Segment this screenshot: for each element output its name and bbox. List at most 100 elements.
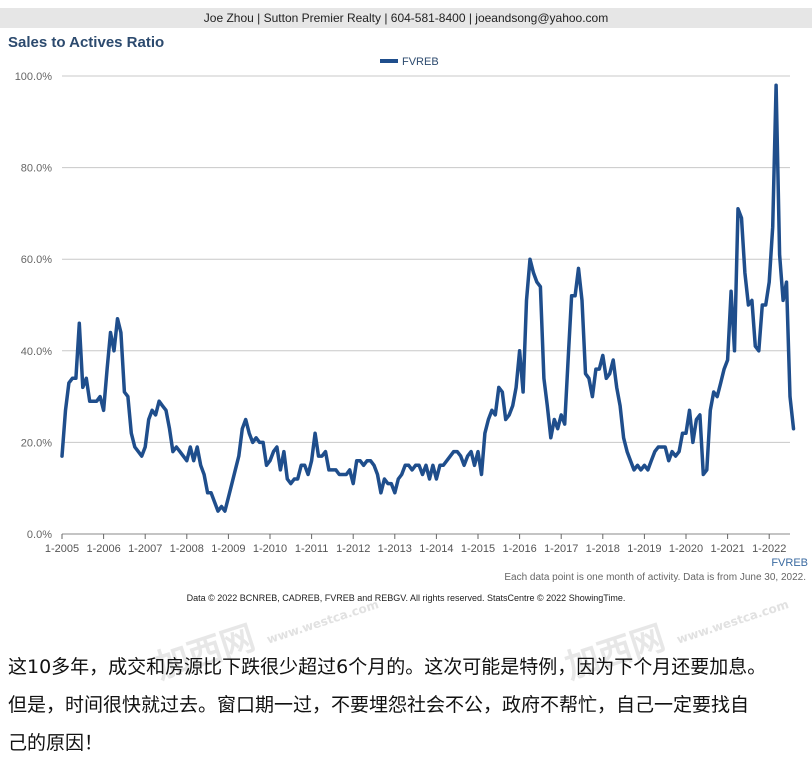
data-point bbox=[81, 386, 84, 389]
data-point bbox=[449, 455, 452, 458]
data-point bbox=[532, 271, 535, 274]
data-point bbox=[782, 299, 785, 302]
data-point bbox=[594, 368, 597, 371]
data-point bbox=[671, 450, 674, 453]
data-point bbox=[657, 446, 660, 449]
data-point bbox=[556, 427, 559, 430]
data-point bbox=[217, 510, 220, 513]
data-point bbox=[695, 418, 698, 421]
data-point bbox=[279, 468, 282, 471]
x-tick-label: 1-2014 bbox=[419, 543, 453, 555]
data-point bbox=[754, 345, 757, 348]
data-point bbox=[463, 464, 466, 467]
data-point bbox=[466, 455, 469, 458]
data-point bbox=[123, 391, 126, 394]
data-point bbox=[473, 464, 476, 467]
data-point bbox=[192, 459, 195, 462]
data-point bbox=[626, 450, 629, 453]
data-point bbox=[525, 299, 528, 302]
x-tick-label: 1-2007 bbox=[128, 543, 162, 555]
data-point bbox=[702, 473, 705, 476]
data-point bbox=[678, 450, 681, 453]
data-point bbox=[737, 207, 740, 210]
data-point bbox=[418, 464, 421, 467]
data-point bbox=[234, 468, 237, 471]
data-point bbox=[324, 450, 327, 453]
data-point bbox=[771, 226, 774, 229]
data-point bbox=[490, 409, 493, 412]
data-point bbox=[210, 491, 213, 494]
data-point bbox=[345, 473, 348, 476]
data-point bbox=[445, 459, 448, 462]
data-point bbox=[327, 468, 330, 471]
data-point bbox=[185, 459, 188, 462]
data-point bbox=[272, 450, 275, 453]
data-point bbox=[740, 217, 743, 220]
data-point bbox=[237, 455, 240, 458]
data-point bbox=[456, 450, 459, 453]
data-point bbox=[67, 381, 70, 384]
data-point bbox=[563, 423, 566, 426]
x-tick-label: 1-2020 bbox=[669, 543, 703, 555]
data-point bbox=[778, 253, 781, 256]
data-point bbox=[300, 464, 303, 467]
data-point bbox=[78, 322, 81, 325]
y-tick-label: 100.0% bbox=[15, 71, 53, 83]
data-point bbox=[425, 464, 428, 467]
data-point bbox=[203, 473, 206, 476]
x-tick-label: 1-2008 bbox=[170, 543, 204, 555]
data-point bbox=[390, 482, 393, 485]
data-point bbox=[407, 464, 410, 467]
data-point bbox=[733, 349, 736, 352]
caption-line-1: 这10多年，成交和房源比下跌很少超过6个月的。这次可能是特例，因为下个月还要加息… bbox=[8, 656, 767, 678]
data-point bbox=[147, 418, 150, 421]
data-point bbox=[230, 482, 233, 485]
data-point bbox=[61, 455, 64, 458]
data-point bbox=[664, 446, 667, 449]
x-tick-label: 1-2013 bbox=[378, 543, 412, 555]
data-point bbox=[178, 450, 181, 453]
data-point bbox=[598, 368, 601, 371]
data-point bbox=[775, 84, 778, 87]
data-point bbox=[633, 468, 636, 471]
data-point bbox=[428, 478, 431, 481]
data-point bbox=[338, 473, 341, 476]
data-point bbox=[154, 413, 157, 416]
data-point bbox=[726, 359, 729, 362]
data-point bbox=[508, 413, 511, 416]
data-point bbox=[397, 478, 400, 481]
data-point bbox=[137, 450, 140, 453]
data-point bbox=[251, 441, 254, 444]
data-point bbox=[705, 468, 708, 471]
data-point bbox=[719, 381, 722, 384]
series-end-label: FVREB bbox=[771, 557, 808, 569]
data-point bbox=[743, 271, 746, 274]
chart-legend[interactable]: FVREB bbox=[380, 56, 439, 68]
data-point bbox=[646, 468, 649, 471]
data-point bbox=[709, 409, 712, 412]
data-point bbox=[168, 427, 171, 430]
data-point bbox=[366, 459, 369, 462]
data-point bbox=[535, 281, 538, 284]
data-point bbox=[355, 459, 358, 462]
data-point bbox=[376, 473, 379, 476]
data-point bbox=[404, 464, 407, 467]
y-tick-label: 20.0% bbox=[21, 437, 52, 449]
x-tick-label: 1-2021 bbox=[710, 543, 744, 555]
caption-line-2: 但是，时间很快就过去。窗口期一过，不要埋怨社会不公，政府不帮忙，自己一定要找自 bbox=[8, 694, 750, 716]
data-point bbox=[643, 464, 646, 467]
legend-swatch bbox=[380, 59, 398, 63]
data-point bbox=[265, 464, 268, 467]
data-point bbox=[431, 464, 434, 467]
data-point bbox=[258, 441, 261, 444]
data-point bbox=[542, 377, 545, 380]
data-point bbox=[750, 299, 753, 302]
data-point bbox=[296, 478, 299, 481]
x-tick-label: 1-2017 bbox=[544, 543, 578, 555]
data-point bbox=[470, 450, 473, 453]
data-point bbox=[792, 427, 795, 430]
data-point bbox=[650, 459, 653, 462]
data-point bbox=[629, 459, 632, 462]
data-point bbox=[688, 409, 691, 412]
data-note: Each data point is one month of activity… bbox=[504, 572, 806, 583]
